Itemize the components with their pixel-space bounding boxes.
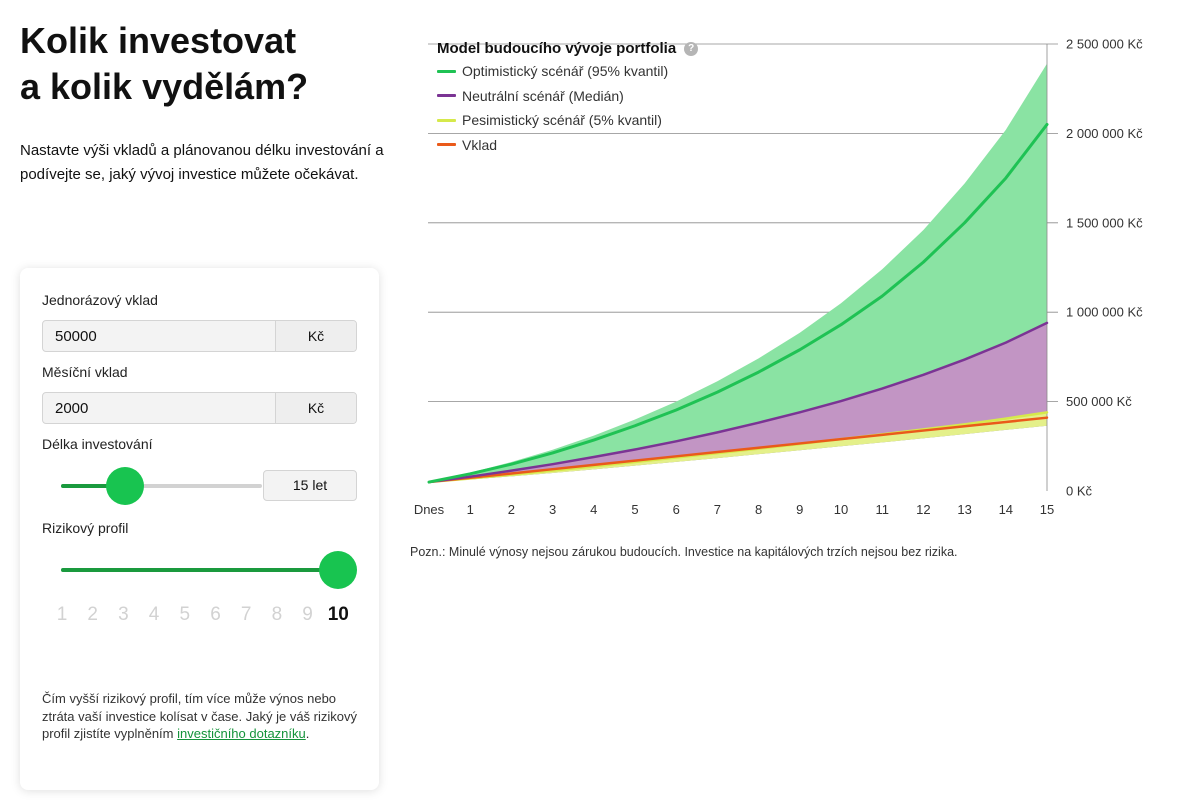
risk-level-8[interactable]: 8 bbox=[271, 604, 283, 625]
risk-help-body: Čím vyšší rizikový profil, tím více může… bbox=[42, 691, 357, 741]
legend-item-1[interactable]: Neutrální scénář (Medián) bbox=[437, 84, 698, 109]
page-title: Kolik investovat a kolik vydělám? bbox=[20, 18, 400, 110]
risk-scale: 1 2 3 4 5 6 7 8 9 10 bbox=[52, 604, 352, 628]
questionnaire-link[interactable]: investičního dotazníku bbox=[177, 726, 306, 741]
title-line-2: a kolik vydělám? bbox=[20, 66, 309, 107]
one-time-deposit-group: Kč bbox=[42, 320, 357, 352]
legend-label: Pesimistický scénář (5% kvantil) bbox=[462, 112, 662, 129]
legend-item-2[interactable]: Pesimistický scénář (5% kvantil) bbox=[437, 108, 698, 133]
legend-label: Optimistický scénář (95% kvantil) bbox=[462, 63, 669, 80]
x-tick-label: 7 bbox=[714, 502, 721, 517]
x-tick-label: 8 bbox=[755, 502, 762, 517]
risk-help-text: Čím vyšší rizikový profil, tím více může… bbox=[42, 690, 360, 743]
x-tick-label: 13 bbox=[957, 502, 971, 517]
risk-profile-label: Rizikový profil bbox=[42, 520, 129, 536]
risk-level-9[interactable]: 9 bbox=[302, 604, 313, 625]
series-line-3 bbox=[427, 416, 1049, 484]
risk-level-6[interactable]: 6 bbox=[210, 604, 221, 625]
monthly-deposit-label: Měsíční vklad bbox=[42, 364, 128, 380]
monthly-deposit-group: Kč bbox=[42, 392, 357, 424]
duration-label: Délka investování bbox=[42, 436, 153, 452]
risk-level-5[interactable]: 5 bbox=[179, 604, 191, 625]
y-tick-label: 1 500 000 Kč bbox=[1066, 215, 1143, 230]
duration-slider-track[interactable] bbox=[61, 484, 262, 488]
risk-level-1[interactable]: 1 bbox=[56, 604, 68, 625]
x-tick-label: 10 bbox=[834, 502, 848, 517]
duration-slider-thumb[interactable] bbox=[105, 467, 144, 505]
duration-value[interactable]: 15 let bbox=[263, 470, 357, 501]
legend-swatch bbox=[437, 143, 456, 147]
x-tick-label: 6 bbox=[673, 502, 680, 517]
x-tick-label: 11 bbox=[875, 502, 889, 517]
x-tick-label: 3 bbox=[549, 502, 556, 517]
y-tick-label: 0 Kč bbox=[1066, 484, 1093, 499]
legend-swatch bbox=[437, 94, 456, 98]
risk-profile-slider[interactable] bbox=[61, 551, 357, 589]
x-tick-label: 12 bbox=[916, 502, 930, 517]
x-tick-label: 5 bbox=[631, 502, 638, 517]
duration-slider-fill bbox=[61, 484, 125, 488]
title-line-1: Kolik investovat bbox=[20, 20, 297, 61]
x-tick-label: 14 bbox=[999, 502, 1013, 517]
risk-level-7[interactable]: 7 bbox=[240, 604, 252, 625]
risk-slider-thumb[interactable] bbox=[319, 551, 357, 589]
chart-legend: Model budoucího vývoje portfolia ? Optim… bbox=[437, 40, 699, 157]
y-tick-label: 2 000 000 Kč bbox=[1066, 126, 1143, 141]
legend-label: Neutrální scénář (Medián) bbox=[462, 87, 624, 104]
currency-unit: Kč bbox=[275, 393, 356, 423]
risk-level-3[interactable]: 3 bbox=[118, 604, 129, 625]
x-tick-label: Dnes bbox=[414, 502, 445, 517]
legend-swatch bbox=[437, 69, 456, 73]
one-time-deposit-input[interactable] bbox=[43, 321, 275, 351]
y-tick-label: 1 000 000 Kč bbox=[1066, 305, 1143, 320]
intro-text: Nastavte výši vkladů a plánovanou délku … bbox=[20, 142, 384, 183]
risk-slider-fill bbox=[61, 568, 338, 572]
series-line-0 bbox=[427, 122, 1049, 484]
legend-label: Vklad bbox=[462, 136, 498, 153]
x-tick-label: 2 bbox=[508, 502, 515, 517]
duration-slider[interactable] bbox=[61, 467, 262, 505]
currency-unit: Kč bbox=[275, 321, 356, 351]
series-line-1 bbox=[427, 321, 1049, 484]
disclaimer-note: Pozn.: Minulé výnosy nejsou zárukou budo… bbox=[410, 545, 958, 559]
risk-level-2[interactable]: 2 bbox=[87, 604, 98, 625]
calculator-panel: Jednorázový vklad Kč Měsíční vklad Kč Dé… bbox=[20, 268, 379, 790]
y-tick-label: 2 500 000 Kč bbox=[1066, 37, 1143, 52]
legend-swatch bbox=[437, 118, 456, 122]
optimistic-band bbox=[429, 63, 1047, 483]
x-tick-label: 4 bbox=[590, 502, 597, 517]
chart-title-text: Model budoucího vývoje portfolia bbox=[437, 40, 677, 57]
y-tick-label: 500 000 Kč bbox=[1066, 394, 1132, 409]
legend-item-3[interactable]: Vklad bbox=[437, 133, 698, 158]
risk-level-10[interactable]: 10 bbox=[327, 604, 349, 625]
risk-level-4[interactable]: 4 bbox=[148, 604, 160, 625]
chart-title: Model budoucího vývoje portfolia ? bbox=[437, 40, 699, 57]
one-time-deposit-label: Jednorázový vklad bbox=[42, 292, 158, 308]
legend-item-0[interactable]: Optimistický scénář (95% kvantil) bbox=[437, 59, 698, 84]
x-tick-label: 9 bbox=[796, 502, 803, 517]
risk-help-end: . bbox=[305, 726, 310, 741]
help-icon[interactable]: ? bbox=[684, 41, 699, 56]
monthly-deposit-input[interactable] bbox=[43, 393, 275, 423]
x-tick-label: 15 bbox=[1040, 502, 1054, 517]
x-tick-label: 1 bbox=[467, 502, 474, 517]
legend-items: Optimistický scénář (95% kvantil) Neutrál… bbox=[437, 59, 698, 157]
